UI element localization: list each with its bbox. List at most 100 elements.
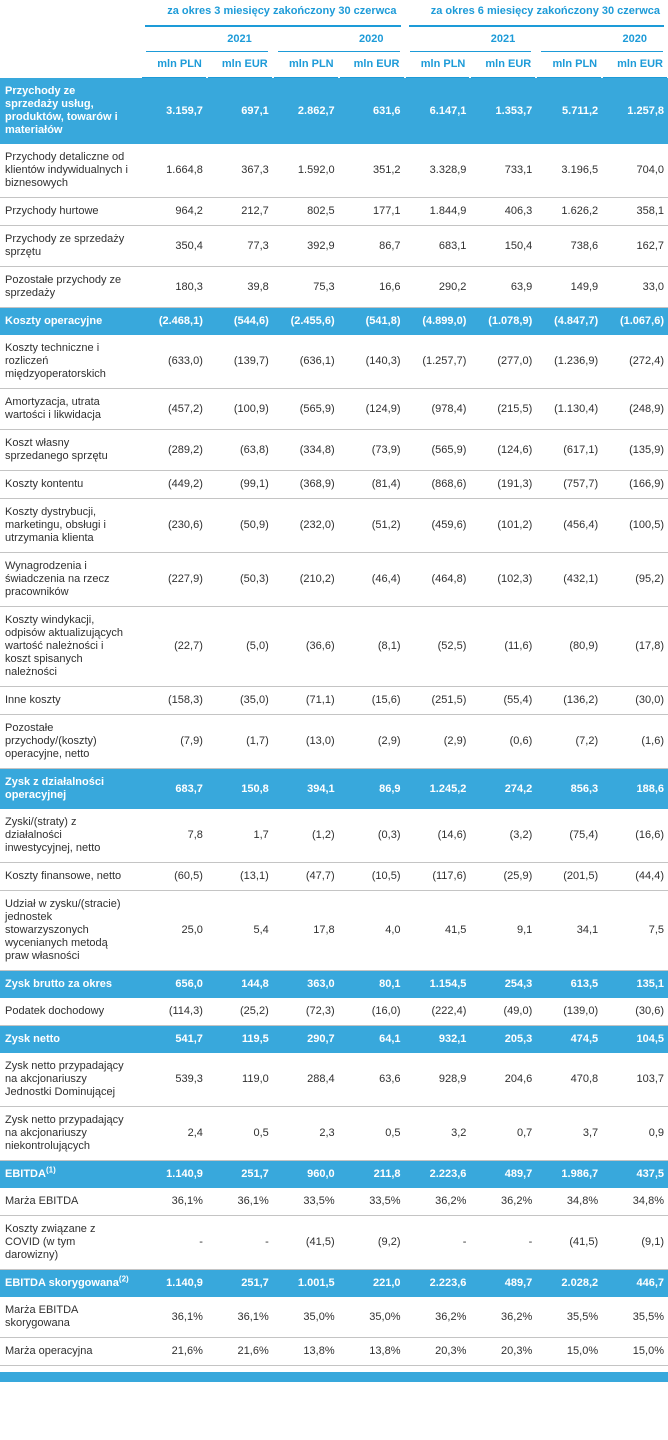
cell-value: (565,9) — [404, 429, 471, 471]
cell-value: 1.353,7 — [495, 104, 533, 117]
table-row: Przychody ze sprzedaży usług, produktów,… — [0, 78, 668, 144]
cell-value: (289,2) — [141, 429, 207, 471]
table-row: Zyski/(straty) z działalności inwestycyj… — [0, 809, 668, 863]
cell-value: (71,1) — [272, 686, 339, 715]
period-group-row: za okres 3 miesięcy zakończony 30 czerwc… — [0, 0, 668, 27]
period-group-6m: za okres 6 miesięcy zakończony 30 czerwc… — [405, 0, 668, 27]
cell-value: 21,6% — [206, 1337, 273, 1366]
cell-value: 1.001,5 — [297, 1277, 335, 1289]
cell-value: 34,1 — [536, 890, 603, 971]
cell-value: 2.028,2 — [561, 1277, 599, 1289]
cell-value: (51,2) — [338, 498, 405, 553]
header-spacer — [0, 0, 141, 27]
cell-value: 3.196,5 — [536, 144, 603, 198]
cell-value: (75,4) — [536, 809, 603, 863]
cell-value: 188,6 — [636, 782, 664, 795]
cell-value: (210,2) — [272, 552, 339, 607]
cell-value: 36,1% — [141, 1297, 207, 1338]
period-group-3m: za okres 3 miesięcy zakończony 30 czerwc… — [141, 0, 405, 27]
cell-value: (41,5) — [536, 1215, 603, 1270]
cell-value: 119,0 — [206, 1053, 273, 1107]
cell-value: (117,6) — [404, 862, 471, 891]
cell-value: 119,5 — [241, 1033, 269, 1045]
cell-value: (2.455,6) — [290, 315, 335, 327]
cell-value: (30,6) — [602, 998, 668, 1026]
table-row: Zysk z działalności operacyjnej 683,7 150,… — [0, 768, 668, 809]
cell-value: 41,5 — [404, 890, 471, 971]
cell-value: 63,6 — [338, 1053, 405, 1107]
cell-value: 3.159,7 — [166, 104, 203, 117]
cell-value: (1,2) — [272, 809, 339, 863]
row-label: Przychody ze sprzedaży sprzętu — [0, 225, 141, 267]
cell-value: (1.078,9) — [488, 315, 533, 327]
row-label: EBITDA(1) — [5, 1165, 56, 1180]
table-row: Koszt własny sprzedanego sprzętu (289,2)(… — [0, 429, 668, 471]
cell-value: (633,0) — [141, 335, 207, 389]
cell-value: 36,2% — [404, 1297, 471, 1338]
table-row: Koszty kontentu (449,2) (99,1) (368,9) (81,4… — [0, 470, 668, 499]
cell-value: (1.067,6) — [619, 315, 664, 327]
cell-value: 1.140,9 — [166, 1168, 203, 1180]
cell-value: 77,3 — [206, 225, 273, 267]
unit-label: mln PLN — [142, 52, 206, 78]
cell-value: (3,2) — [470, 809, 537, 863]
cell-value: 656,0 — [175, 978, 203, 990]
cell-value: 150,4 — [470, 225, 537, 267]
cell-value: (0,6) — [470, 714, 537, 769]
cell-value: 150,8 — [241, 782, 269, 795]
cell-value: 2.223,6 — [429, 1168, 467, 1180]
cell-value: 2,3 — [272, 1106, 339, 1161]
cell-value: 149,9 — [536, 266, 603, 308]
cell-value: 15,0% — [536, 1337, 603, 1366]
row-label: EBITDA skorygowana(2) — [5, 1274, 129, 1289]
cell-value: 351,2 — [338, 144, 405, 198]
table-row: EBITDA(1) 1.140,9 251,7 960,0 211,8 2.223,6 48… — [0, 1160, 668, 1188]
cell-value: 205,3 — [504, 1033, 533, 1045]
cell-value: (50,3) — [206, 552, 273, 607]
cell-value: (565,9) — [272, 388, 339, 430]
unit-label: mln EUR — [339, 52, 404, 78]
year-header-3m-2020: 2020 — [273, 27, 405, 52]
row-label: Udział w zysku/(stracie) jednostek stowa… — [0, 890, 141, 971]
cell-value: 17,8 — [272, 890, 339, 971]
cell-value: 0,5 — [206, 1106, 273, 1161]
cell-value: (15,6) — [338, 686, 405, 715]
cell-value: (0,3) — [338, 809, 405, 863]
row-label: Inne koszty — [0, 686, 141, 715]
unit-label: mln EUR — [603, 52, 667, 78]
cell-value: 489,7 — [504, 1168, 533, 1180]
row-label: Amortyzacja, utrata wartości i likwidacj… — [0, 388, 141, 430]
row-label: Koszty związane z COVID (w tym darowizny… — [0, 1215, 141, 1270]
cell-value: (5,0) — [206, 606, 273, 687]
cell-value: (136,2) — [536, 686, 603, 715]
financial-report-page: za okres 3 miesięcy zakończony 30 czerwc… — [0, 0, 668, 1382]
cell-value: 290,7 — [307, 1033, 335, 1045]
row-label: Zyski/(straty) z działalności inwestycyj… — [0, 809, 141, 863]
cell-value: 1.245,2 — [429, 782, 467, 795]
cell-value: (60,5) — [141, 862, 207, 891]
row-label: Zysk z działalności operacyjnej — [5, 776, 105, 801]
cell-value: (49,0) — [470, 998, 537, 1026]
cell-value: 3.328,9 — [404, 144, 471, 198]
cell-value: 1.140,9 — [166, 1277, 203, 1289]
cell-value: 6.147,1 — [429, 104, 467, 117]
cell-value: (17,8) — [602, 606, 668, 687]
cell-value: (158,3) — [141, 686, 207, 715]
cell-value: 212,7 — [206, 197, 273, 226]
table-row: Zysk netto 541,7 119,5 290,7 64,1 932,1 205,3 4… — [0, 1025, 668, 1053]
cell-value: 290,2 — [404, 266, 471, 308]
cell-value: (73,9) — [338, 429, 405, 471]
row-label: Pozostałe przychody ze sprzedaży — [0, 266, 141, 308]
cell-value: 856,3 — [570, 782, 599, 795]
cell-value: - — [141, 1215, 207, 1270]
footnote-marker: (1) — [45, 1165, 56, 1175]
year-label: 2020 — [277, 27, 400, 52]
cell-value: (44,4) — [602, 862, 668, 891]
cell-value: 36,2% — [470, 1188, 537, 1216]
table-row: Koszty techniczne i rozliczeń międzyoper… — [0, 335, 668, 389]
cell-value: (9,2) — [338, 1215, 405, 1270]
cell-value: 3,2 — [404, 1106, 471, 1161]
cell-value: 470,8 — [536, 1053, 603, 1107]
cell-value: 631,6 — [372, 104, 401, 117]
cell-value: (541,8) — [365, 315, 401, 327]
